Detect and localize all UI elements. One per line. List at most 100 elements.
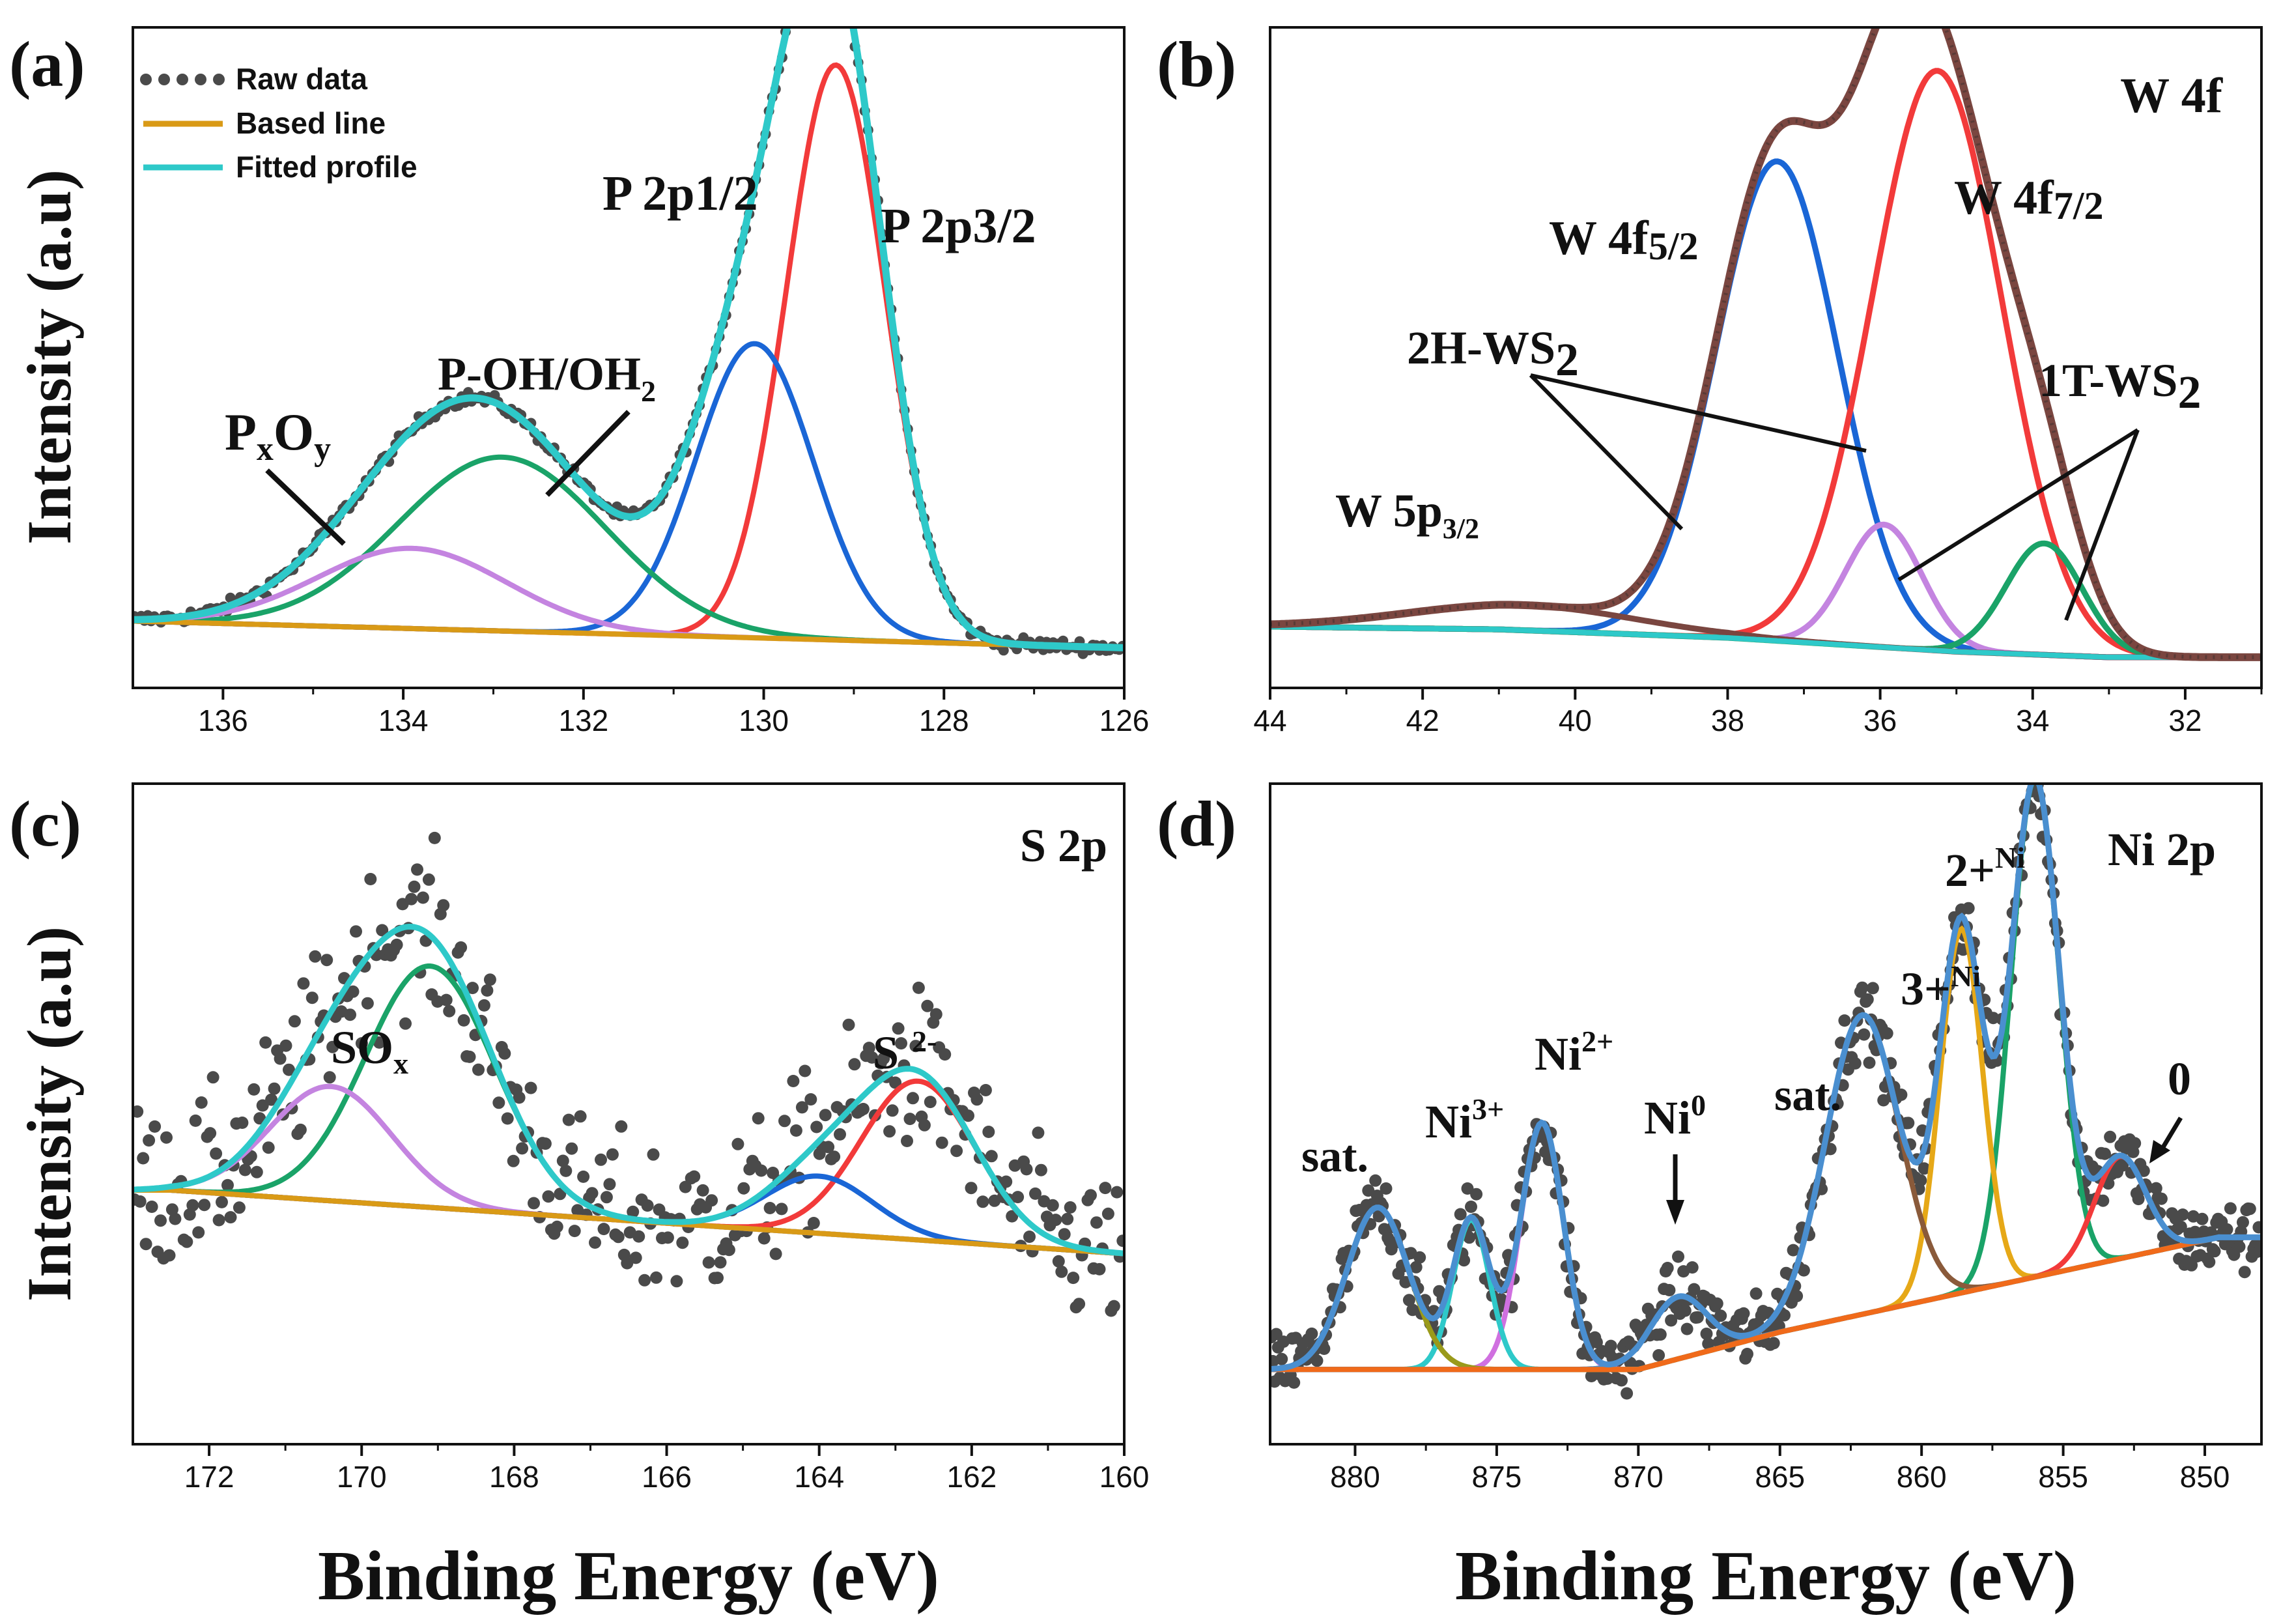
label-s-sup: 2- [912, 1025, 937, 1058]
raw-data-point [481, 984, 494, 997]
raw-data-point [288, 1015, 301, 1028]
raw-data-point [1461, 1182, 1474, 1195]
raw-data-point [600, 1191, 613, 1204]
raw-data-point [274, 1052, 287, 1065]
panel-a-x-axis: 136 134 132 130 128 126 [198, 688, 1149, 737]
label-w4f72: W 4f7/2 [1954, 171, 2103, 227]
baseline-curve [133, 618, 1124, 651]
raw-data-point [597, 1223, 610, 1236]
x-tick-label: 36 [1863, 704, 1897, 737]
raw-data-point [1067, 1272, 1080, 1285]
raw-data-point [1710, 1297, 1723, 1310]
raw-data-point [492, 1096, 505, 1109]
raw-data-point [1661, 1262, 1674, 1274]
raw-data-point [787, 1075, 800, 1087]
raw-data-point [390, 938, 403, 951]
raw-data-point [877, 1052, 890, 1065]
raw-data-point [206, 1071, 220, 1084]
x-tick-label: 860 [1897, 1460, 1947, 1494]
raw-data-point [755, 1164, 768, 1177]
raw-data-point [145, 1201, 158, 1213]
label-w5p32: W 5p3/2 [1335, 485, 1479, 545]
raw-data-point [1914, 1174, 1927, 1187]
raw-data-point [1849, 1057, 1862, 1070]
label-s2minus: S 2- [873, 1025, 937, 1079]
raw-data-point [819, 1109, 832, 1122]
label-ni2-right-main: 2+ [1945, 844, 1995, 896]
label-ni3-right-sup: Ni [1951, 960, 1981, 993]
raw-data-point [350, 925, 362, 938]
title-ni2p: Ni 2p [2108, 823, 2216, 876]
label-w5p-main: W 5p [1335, 485, 1443, 537]
pointer-p-oh [545, 410, 630, 497]
raw-data-point [647, 1148, 660, 1161]
raw-data-point [2243, 1203, 2256, 1216]
raw-data-point [294, 1123, 307, 1136]
panel-c-frame [132, 782, 1126, 1446]
arrow-ni0-right [2159, 1117, 2183, 1152]
x-tick-label: 865 [1755, 1460, 1805, 1494]
raw-data-point [1680, 1322, 1693, 1335]
x-tick-label: 172 [184, 1460, 234, 1494]
raw-data-point [1020, 1163, 1033, 1176]
label-sat-right: sat. [1774, 1070, 1841, 1120]
raw-data-point [513, 1091, 526, 1104]
raw-data-point [1787, 1244, 1800, 1257]
raw-data-point [554, 1188, 567, 1201]
x-tick-label: 44 [1253, 704, 1286, 737]
raw-data-point [1470, 1188, 1483, 1201]
raw-data-point [169, 1212, 182, 1225]
raw-data-point [195, 1096, 208, 1109]
label-ni2-left-main: Ni [1535, 1028, 1581, 1080]
label-w4f72-main: W 4f [1954, 171, 2054, 225]
raw-data-point [595, 1153, 607, 1166]
raw-data-point [1902, 1117, 1915, 1130]
raw-data-point [507, 1154, 520, 1167]
raw-data-point [962, 1109, 974, 1122]
label-w4f52: W 4f5/2 [1549, 212, 1698, 268]
raw-data-point [722, 1244, 735, 1257]
raw-data-point [2174, 1220, 2187, 1233]
raw-data-point [428, 831, 441, 844]
raw-data-point [212, 1214, 225, 1227]
raw-data-point [1055, 1265, 1068, 1278]
raw-data-point [1691, 1311, 1704, 1324]
raw-data-point [542, 1190, 555, 1203]
raw-data-point [1084, 1189, 1097, 1202]
raw-data-point [1101, 1207, 1114, 1220]
raw-data-point [2254, 1239, 2261, 1252]
raw-data-point [929, 1008, 942, 1021]
raw-data-point [224, 1211, 237, 1224]
raw-data-point [1686, 1261, 1699, 1274]
label-ni0-mid: Ni0 [1644, 1089, 1706, 1144]
raw-data-point [233, 1201, 246, 1214]
raw-data-point [1895, 1089, 1908, 1101]
raw-data-point [784, 16, 794, 27]
raw-data-point [1311, 1354, 1324, 1367]
raw-data-point [586, 1187, 599, 1200]
raw-data-point [810, 1120, 823, 1133]
raw-data-point [283, 1063, 295, 1076]
raw-data-point [2030, 760, 2042, 773]
raw-data-point [883, 1125, 896, 1138]
raw-data-point [769, 1247, 782, 1261]
label-sox: SOx [331, 1021, 408, 1080]
raw-data-point [326, 1040, 339, 1053]
raw-data-point [979, 1084, 992, 1096]
label-ni0-right: 0 [2168, 1053, 2191, 1105]
raw-data-point [2208, 1245, 2221, 1258]
x-tick-label: 875 [1472, 1460, 1522, 1494]
label-ni3-right-main: 3+ [1901, 963, 1951, 1015]
raw-data-point [661, 1231, 674, 1244]
raw-data-point [256, 1099, 269, 1112]
x-axis-label-left: Binding Energy (eV) [318, 1537, 939, 1615]
raw-data-point [364, 873, 377, 885]
raw-data-point [705, 1194, 718, 1207]
raw-data-point [1458, 1254, 1471, 1267]
x-tick-label: 855 [2038, 1460, 2088, 1494]
raw-data-point [895, 1037, 907, 1050]
arrow-ni0-right-head [2149, 1140, 2170, 1163]
x-tick-label: 162 [946, 1460, 997, 1494]
raw-data-point [2196, 1212, 2209, 1225]
pointers-1t-ws2 [1897, 428, 2140, 621]
